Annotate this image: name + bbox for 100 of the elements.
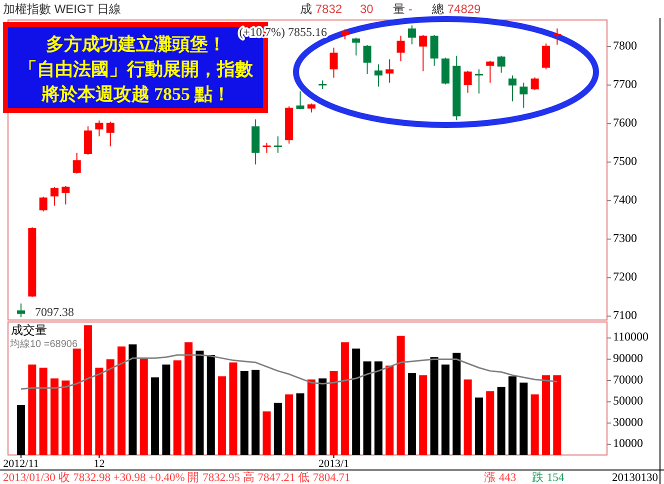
bar <box>151 377 160 455</box>
bar <box>106 359 114 455</box>
bar <box>62 380 70 455</box>
bar <box>508 376 516 455</box>
bar <box>474 398 483 455</box>
chart-title: 加權指數 WEIGT 日線 <box>3 2 121 16</box>
text: 2013/01/30 收 7832.98 +30.98 +0.40% 開 7832.95 高 7847.21 低 7804.71 <box>3 470 350 484</box>
candlestick <box>330 47 338 78</box>
candlestick <box>39 196 48 212</box>
chart-title: 成交量 <box>11 323 47 337</box>
y-tick-label: 10000 <box>613 436 643 450</box>
bar <box>128 344 137 455</box>
bar <box>173 360 182 455</box>
bar <box>363 361 372 455</box>
bar <box>497 386 506 455</box>
annotation: 多方成功建立灘頭堡！ <box>46 34 226 54</box>
candlestick <box>520 82 528 108</box>
candlestick <box>553 28 562 46</box>
bar <box>441 364 450 455</box>
candlestick <box>363 44 372 74</box>
bar <box>530 394 539 455</box>
bar <box>408 373 416 455</box>
bar <box>396 336 405 455</box>
candlestick <box>62 185 70 205</box>
bar <box>162 364 170 455</box>
y-tick-label: 70000 <box>613 372 643 386</box>
candlestick <box>408 24 416 45</box>
candlestick <box>17 302 25 318</box>
annotation: 7097.38 <box>35 305 74 319</box>
candlestick <box>84 126 92 156</box>
y-tick-label: 110000 <box>613 330 649 344</box>
bar <box>206 354 215 455</box>
annotation: 「自由法國」行動展開，指數 <box>19 59 254 79</box>
candlestick <box>95 120 104 137</box>
y-tick-label: 7500 <box>613 154 637 168</box>
bar <box>318 378 327 455</box>
bar <box>464 379 472 455</box>
bar <box>386 366 394 455</box>
y-tick-label: 7200 <box>613 269 637 284</box>
text: 30 <box>360 2 374 16</box>
bar <box>374 361 382 455</box>
text: 總 74829 <box>431 2 482 16</box>
candlestick <box>464 70 472 94</box>
candlestick <box>386 58 394 84</box>
text: 20130130 <box>612 472 658 484</box>
candlestick <box>497 55 506 74</box>
candlestick <box>430 34 438 66</box>
x-tick-label: 2013/1 <box>318 458 350 470</box>
y-tick-label: 7800 <box>613 38 637 52</box>
candlestick <box>50 186 59 206</box>
bar <box>452 352 461 455</box>
candlestick <box>542 42 550 70</box>
bar <box>218 376 226 455</box>
candlestick <box>508 74 516 102</box>
bar <box>84 325 92 455</box>
bar <box>285 394 294 455</box>
y-tick-label: 7600 <box>613 115 637 130</box>
candlestick <box>486 60 494 84</box>
bar <box>252 370 260 455</box>
bar <box>118 346 126 455</box>
candlestick <box>262 142 271 154</box>
y-tick-label: 30000 <box>613 414 643 429</box>
bar <box>140 358 148 455</box>
candlestick <box>274 136 282 154</box>
candlestick <box>474 68 483 94</box>
y-tick-label: 50000 <box>613 394 643 408</box>
text: 量 - <box>393 2 412 16</box>
bar <box>352 348 360 455</box>
x-tick-label: 12 <box>94 458 105 470</box>
bar <box>553 375 562 455</box>
candlestick <box>352 37 360 56</box>
bar <box>296 393 304 455</box>
bar <box>486 391 494 455</box>
x-tick-label: 2012/11 <box>3 458 39 470</box>
y-tick-label: 7300 <box>613 230 637 245</box>
bar <box>229 362 238 455</box>
text: 漲 443 <box>484 471 516 484</box>
bar <box>72 348 81 455</box>
bar <box>17 404 25 455</box>
bar <box>419 375 428 455</box>
candlestick <box>296 90 304 110</box>
candlestick <box>374 64 382 88</box>
bar <box>307 379 316 455</box>
bar <box>240 370 248 455</box>
annotation: 將於本週攻越 7855 點！ <box>40 84 230 104</box>
bar <box>196 350 204 455</box>
bar <box>330 370 338 455</box>
candlestick <box>530 76 539 91</box>
candlestick <box>419 34 428 72</box>
candlestick <box>72 152 81 174</box>
y-tick-label: 90000 <box>613 350 643 365</box>
candlestick <box>396 35 405 62</box>
text: 成 7832 <box>300 2 342 16</box>
bar <box>39 368 48 455</box>
bar <box>274 402 282 455</box>
y-tick-label: 7400 <box>613 192 637 206</box>
text: 跌 154 <box>532 471 564 484</box>
candlestick <box>340 28 349 40</box>
bar <box>184 342 193 455</box>
text: 均線10 =68906 <box>9 338 78 350</box>
